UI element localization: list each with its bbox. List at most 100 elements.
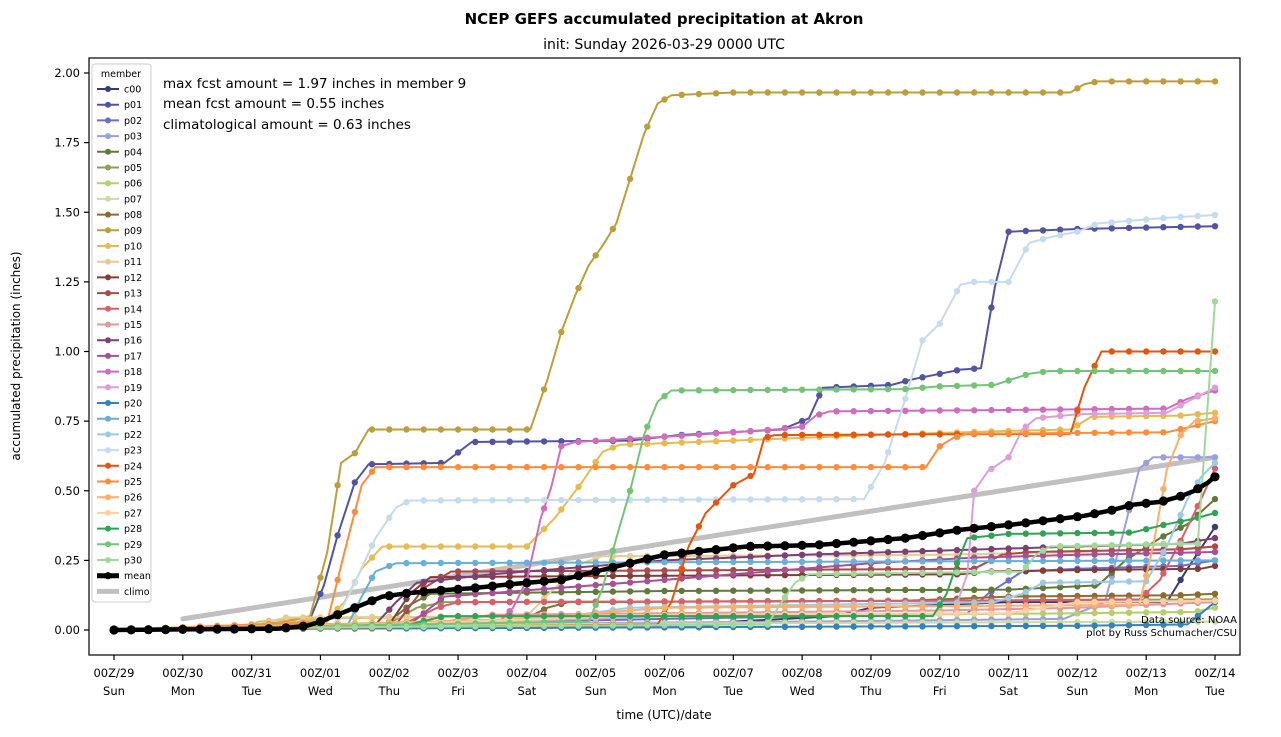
legend-label-p22: p22 (124, 430, 142, 441)
legend-item-p19: p19 (97, 383, 142, 394)
legend-label-p16: p16 (124, 336, 142, 347)
x-tick-day: Wed (790, 684, 815, 698)
y-tick-label: 1.25 (54, 275, 80, 289)
x-tick-day: Tue (722, 684, 743, 698)
x-tick-utc: 00Z/11 (988, 666, 1029, 680)
legend-item-p18: p18 (97, 367, 142, 378)
y-tick-label: 2.00 (54, 66, 80, 80)
legend-item-p20: p20 (97, 399, 142, 410)
legend-label-p17: p17 (124, 351, 142, 362)
legend-item-p21: p21 (97, 414, 142, 425)
x-tick-utc: 00Z/09 (850, 666, 891, 680)
x-tick-utc: 00Z/13 (1126, 666, 1167, 680)
series-p09 (110, 78, 1219, 634)
x-tick-utc: 00Z/31 (231, 666, 272, 680)
legend-label-p23: p23 (124, 446, 142, 457)
credit-author: plot by Russ Schumacher/CSU (1086, 628, 1237, 639)
legend-label-p30: p30 (124, 556, 142, 567)
x-tick-utc: 00Z/12 (1057, 666, 1098, 680)
x-tick-utc: 00Z/04 (506, 666, 547, 680)
x-tick-utc: 00Z/14 (1194, 666, 1235, 680)
legend-item-p25: p25 (97, 477, 142, 488)
legend-label-p24: p24 (124, 461, 142, 472)
legend-layer: member c00 p01 p02 p03 p04 p05 p06 p07 p08 p09 p10 p… (91, 63, 152, 603)
legend-item-p11: p11 (97, 257, 142, 268)
legend-item-p27: p27 (97, 508, 142, 519)
legend-item-p06: p06 (97, 179, 142, 190)
axes-layer: 0.00 0.25 0.50 0.75 1.00 1.25 1.50 1.75 2.00 00Z/… (54, 66, 1235, 698)
series-climo (180, 454, 1218, 622)
series-p30 (110, 298, 1219, 634)
legend-label-climo: climo (124, 587, 150, 598)
x-tick-day: Sun (1066, 684, 1088, 698)
y-axis-label: accumulated precipitation (inches) (9, 251, 23, 460)
legend-label-p01: p01 (124, 100, 142, 111)
x-tick-utc: 00Z/29 (93, 666, 134, 680)
x-tick-day: Sun (103, 684, 125, 698)
legend-label-p05: p05 (124, 163, 142, 174)
x-tick-day: Sat (517, 684, 536, 698)
x-tick-day: Thu (859, 684, 882, 698)
legend-item-p15: p15 (97, 320, 142, 331)
legend-item-climo: climo (97, 587, 150, 598)
legend-label-p09: p09 (124, 226, 142, 237)
x-tick-utc: 00Z/08 (782, 666, 823, 680)
legend-label-p06: p06 (124, 179, 142, 190)
x-tick-day: Fri (933, 684, 947, 698)
series-layer (109, 78, 1220, 635)
legend-label-p14: p14 (124, 304, 142, 315)
legend-item-p17: p17 (97, 351, 142, 362)
legend-label-p27: p27 (124, 508, 142, 519)
y-tick-label: 0.00 (54, 623, 80, 637)
legend-label-p19: p19 (124, 383, 142, 394)
legend-item-mean: mean (97, 571, 151, 582)
legend-item-p03: p03 (97, 132, 142, 143)
legend-item-p07: p07 (97, 194, 142, 205)
legend-label-p12: p12 (124, 273, 142, 284)
x-tick-utc: 00Z/30 (162, 666, 203, 680)
legend-item-p28: p28 (97, 524, 142, 535)
legend-label-p15: p15 (124, 320, 142, 331)
credit-data-source: Data source: NOAA (1141, 615, 1237, 626)
y-tick-label: 0.50 (54, 484, 80, 498)
legend-item-p24: p24 (97, 461, 142, 472)
x-tick-day: Mon (1134, 684, 1158, 698)
x-tick-day: Tue (241, 684, 262, 698)
y-tick-label: 1.00 (54, 345, 80, 359)
x-tick-utc: 00Z/03 (438, 666, 479, 680)
legend-label-p07: p07 (124, 194, 142, 205)
legend-label-p02: p02 (124, 116, 142, 127)
legend-label-p29: p29 (124, 540, 142, 551)
legend-label-p13: p13 (124, 289, 142, 300)
legend-item-p26: p26 (97, 493, 142, 504)
legend-item-p12: p12 (97, 273, 142, 284)
legend-label-p03: p03 (124, 132, 142, 143)
y-tick-label: 1.50 (54, 205, 80, 219)
legend-title: member (101, 69, 141, 80)
legend-item-p29: p29 (97, 540, 142, 551)
legend-label-p11: p11 (124, 257, 142, 268)
legend-label-p21: p21 (124, 414, 142, 425)
legend-item-p05: p05 (97, 163, 142, 174)
x-tick-day: Thu (377, 684, 400, 698)
annotation-climo: climatological amount = 0.63 inches (163, 117, 411, 133)
legend-label-p10: p10 (124, 242, 142, 253)
legend-item-p09: p09 (97, 226, 142, 237)
legend-item-p13: p13 (97, 289, 142, 300)
x-tick-utc: 00Z/10 (919, 666, 960, 680)
x-tick-day: Sat (999, 684, 1018, 698)
legend-item-p22: p22 (97, 430, 142, 441)
x-tick-utc: 00Z/02 (369, 666, 410, 680)
legend-item-p04: p04 (97, 147, 142, 158)
plot-border (88, 57, 1241, 656)
legend-item-p02: p02 (97, 116, 142, 127)
legend-label-p25: p25 (124, 477, 142, 488)
legend-label-p04: p04 (124, 147, 142, 158)
legend-label-p08: p08 (124, 210, 142, 221)
legend-item-p16: p16 (97, 336, 142, 347)
legend-item-p14: p14 (97, 304, 142, 315)
legend-label-p28: p28 (124, 524, 142, 535)
